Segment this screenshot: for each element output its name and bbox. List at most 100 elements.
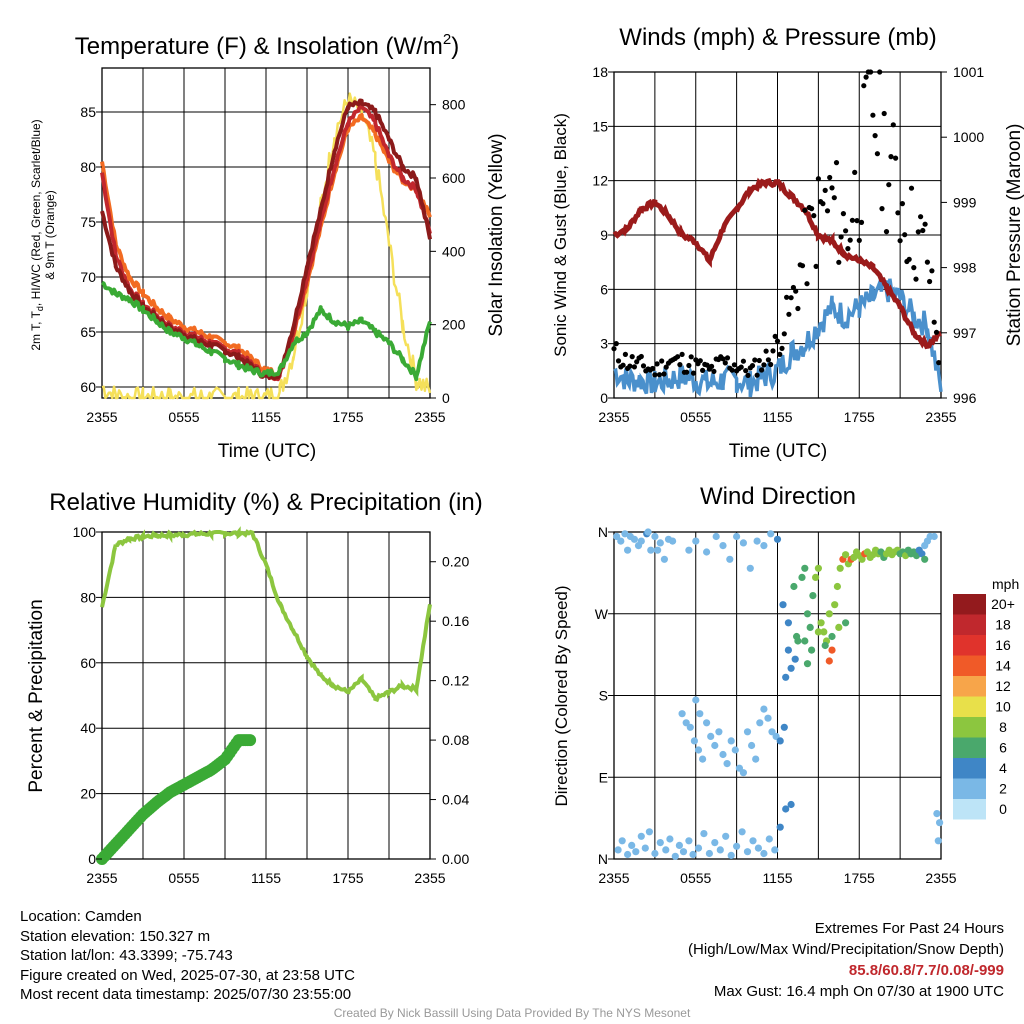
gust-point bbox=[622, 351, 629, 357]
direction-point bbox=[936, 819, 944, 827]
y-tick-label: 65 bbox=[80, 324, 96, 340]
direction-point bbox=[835, 623, 843, 632]
direction-point bbox=[694, 746, 703, 754]
gust-point bbox=[620, 362, 626, 368]
gust-point bbox=[852, 169, 858, 175]
gust-point bbox=[724, 355, 731, 361]
x-tick-label: 2355 bbox=[925, 409, 956, 425]
gust-point bbox=[929, 268, 935, 274]
gust-point bbox=[793, 288, 799, 294]
y-tick-label: 80 bbox=[80, 159, 96, 175]
gust-point bbox=[654, 361, 660, 367]
direction-point bbox=[809, 592, 817, 600]
y-tick-label: 0 bbox=[88, 851, 96, 867]
gust-point bbox=[688, 354, 694, 360]
x-tick-label: 1155 bbox=[762, 409, 792, 425]
legend-swatch bbox=[953, 758, 986, 779]
legend-label: 16 bbox=[995, 637, 1011, 653]
gust-point bbox=[811, 213, 817, 219]
gust-point bbox=[738, 364, 744, 370]
direction-point bbox=[715, 728, 723, 736]
direction-point bbox=[678, 710, 686, 718]
x-tick-label: 2355 bbox=[414, 870, 445, 886]
direction-point bbox=[671, 852, 679, 860]
gust-point bbox=[722, 360, 728, 366]
gust-point bbox=[861, 83, 867, 89]
legend-swatch bbox=[953, 594, 986, 615]
y-tick-label: 6 bbox=[600, 281, 608, 297]
gust-point bbox=[858, 219, 865, 225]
direction-point bbox=[739, 539, 748, 547]
direction-point bbox=[828, 632, 836, 641]
direction-point bbox=[662, 846, 670, 854]
direction-point bbox=[738, 828, 746, 836]
x-tick-label: 1755 bbox=[844, 870, 875, 886]
direction-point bbox=[685, 546, 693, 554]
y-tick-label-right: 200 bbox=[442, 317, 466, 333]
direction-point bbox=[733, 532, 741, 541]
direction-point bbox=[711, 741, 719, 750]
direction-point bbox=[739, 769, 748, 777]
gust-point bbox=[729, 367, 735, 373]
gust-point bbox=[908, 185, 915, 191]
gust-point bbox=[845, 246, 851, 252]
legend-swatch bbox=[953, 737, 986, 758]
gust-point bbox=[863, 74, 869, 80]
gust-point bbox=[911, 265, 917, 271]
x-tick-label: 1755 bbox=[844, 409, 875, 425]
direction-point bbox=[617, 537, 625, 545]
gust-point bbox=[704, 362, 710, 368]
precip-point bbox=[244, 734, 257, 747]
gust-point bbox=[743, 368, 749, 374]
direction-point bbox=[632, 848, 640, 856]
legend-label: 6 bbox=[999, 740, 1007, 756]
gust-point bbox=[772, 333, 778, 339]
extremes-info: Extremes For Past 24 Hours (High/Low/Max… bbox=[688, 918, 1004, 1002]
speed-legend: 20+ 18 16 14 12 10 8 6 4 2 0 bbox=[953, 594, 1015, 820]
direction-title: Wind Direction bbox=[700, 483, 856, 510]
legend-label: 4 bbox=[999, 760, 1007, 776]
gust-point bbox=[906, 256, 912, 262]
gust-point bbox=[740, 358, 747, 364]
direction-point bbox=[651, 532, 659, 541]
direction-point bbox=[776, 823, 784, 831]
legend-swatch bbox=[953, 799, 986, 820]
direction-point bbox=[817, 619, 825, 627]
gust-point bbox=[784, 294, 790, 300]
direction-point bbox=[749, 837, 757, 845]
direction-point bbox=[812, 573, 820, 582]
gust-point bbox=[634, 359, 640, 365]
y-tick-label: 75 bbox=[80, 214, 96, 230]
direction-point bbox=[723, 760, 731, 768]
direction-point bbox=[782, 805, 790, 813]
gust-point bbox=[752, 357, 758, 363]
direction-point bbox=[765, 835, 773, 843]
gust-point bbox=[883, 229, 890, 235]
y-tick-label: 20 bbox=[80, 786, 96, 802]
gust-point bbox=[902, 232, 908, 238]
y-tick-label: 100 bbox=[73, 524, 97, 540]
series-line-pressure bbox=[612, 177, 942, 350]
series-line-rh bbox=[100, 526, 432, 703]
gust-point bbox=[777, 351, 783, 357]
direction-point bbox=[779, 601, 787, 609]
direction-point bbox=[727, 737, 735, 745]
temperature-ylabel-left: 2m T, Td, HI/WC (Red, Green, Scarlet/Blu… bbox=[29, 119, 45, 350]
direction-point bbox=[787, 800, 795, 809]
gust-point bbox=[720, 356, 726, 362]
direction-point bbox=[637, 537, 645, 545]
x-tick-label: 1155 bbox=[762, 870, 792, 886]
y-tick-label: E bbox=[599, 769, 608, 785]
direction-point bbox=[722, 832, 730, 840]
direction-point bbox=[641, 844, 649, 852]
gust-point bbox=[774, 338, 781, 344]
direction-point bbox=[743, 848, 752, 856]
direction-point bbox=[614, 846, 622, 854]
temperature-ylabel-left-2: & 9m T (Orange) bbox=[43, 190, 57, 280]
y-tick-label: 0 bbox=[600, 390, 608, 406]
direction-point bbox=[618, 837, 626, 845]
gust-point bbox=[927, 278, 933, 285]
legend-label: 18 bbox=[995, 617, 1011, 633]
gust-point bbox=[838, 234, 844, 240]
max-gust-text: Max Gust: 16.4 mph On 07/30 at 1900 UTC bbox=[713, 983, 1004, 1000]
